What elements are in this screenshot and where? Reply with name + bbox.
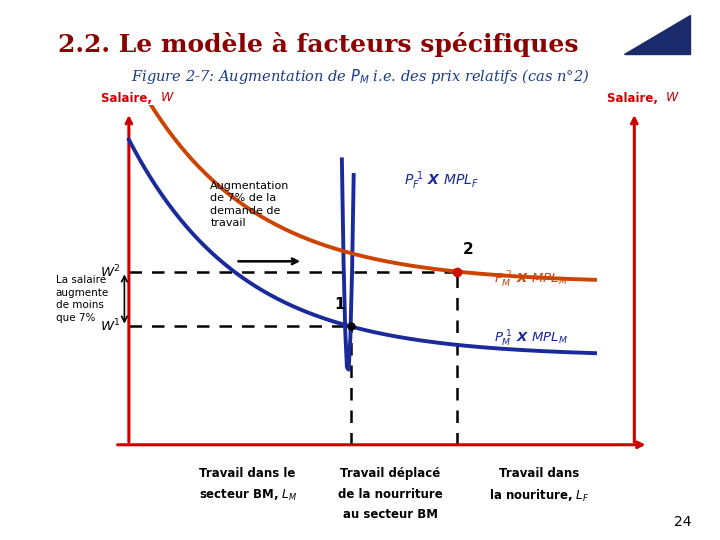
Text: au secteur BM: au secteur BM [343, 508, 438, 521]
Text: $W^2$: $W^2$ [99, 264, 120, 280]
Polygon shape [624, 15, 690, 54]
Text: $P_F^{\ 1}$ X $MPL_F$: $P_F^{\ 1}$ X $MPL_F$ [404, 170, 480, 192]
Text: Figure 2-7: Augmentation de $P_M$ i.e. des prix relatifs (cas n°2): Figure 2-7: Augmentation de $P_M$ i.e. d… [131, 67, 589, 86]
Text: la nouriture, $L_F$: la nouriture, $L_F$ [489, 488, 589, 504]
Text: $P_M^{\ 1}$ X $MPL_M$: $P_M^{\ 1}$ X $MPL_M$ [494, 328, 568, 348]
Text: Augmentation
de 7% de la
demande de
travail: Augmentation de 7% de la demande de trav… [210, 181, 289, 228]
Text: $W$: $W$ [160, 91, 174, 104]
Text: secteur BM, $L_M$: secteur BM, $L_M$ [199, 488, 297, 503]
Text: $W$: $W$ [665, 91, 680, 104]
Text: $P_M^{\ 2}$ X $MPL_M$: $P_M^{\ 2}$ X $MPL_M$ [494, 270, 568, 290]
Text: de la nourriture: de la nourriture [338, 488, 442, 501]
Text: 1: 1 [334, 298, 344, 312]
Text: UHA: UHA [641, 20, 664, 30]
Text: Salaire,: Salaire, [102, 92, 156, 105]
Text: 24: 24 [674, 515, 691, 529]
Text: Travail dans: Travail dans [499, 467, 579, 480]
Text: Travail dans le: Travail dans le [199, 467, 295, 480]
Text: La salaire
augmente
de moins
que 7%: La salaire augmente de moins que 7% [56, 275, 109, 322]
Text: Travail déplacé: Travail déplacé [340, 467, 440, 480]
Text: $W^1$: $W^1$ [99, 318, 120, 335]
Text: 2: 2 [463, 242, 474, 258]
Text: 2.2. Le modèle à facteurs spécifiques: 2.2. Le modèle à facteurs spécifiques [58, 32, 578, 57]
Text: Salaire,: Salaire, [607, 92, 662, 105]
